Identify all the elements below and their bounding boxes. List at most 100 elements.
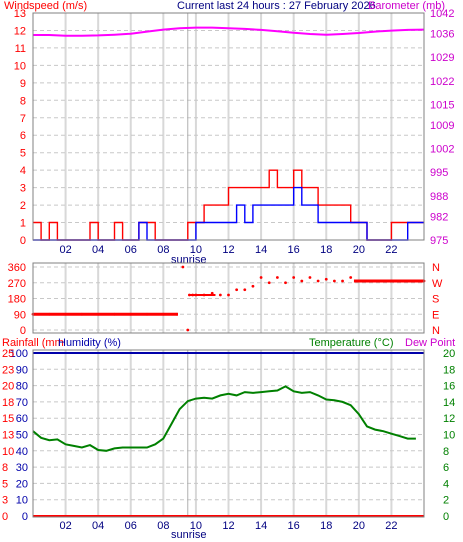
- windspeed-tick-label: 4: [20, 165, 26, 177]
- humidity-tick-label: 20: [16, 478, 28, 490]
- direction-point: [186, 328, 190, 332]
- direction-chart-frame: [32, 262, 425, 334]
- compass-tick-label: N: [432, 262, 440, 274]
- date-header: Current last 24 hours : 27 February 2026: [177, 0, 376, 12]
- windspeed-tick-label: 8: [20, 95, 26, 107]
- barometer-tick-label: 1042: [430, 8, 454, 20]
- direction-point: [267, 281, 271, 285]
- climate-x-tick-label: 04: [92, 520, 104, 532]
- rainfall-tick-label: 20: [2, 381, 14, 393]
- rainfall-tick-label: 0: [2, 511, 8, 523]
- wind-x-tick-label: 18: [320, 244, 332, 256]
- wind-x-tick-label: 02: [59, 244, 71, 256]
- barometer-tick-label: 1029: [430, 52, 454, 64]
- humidity-tick-label: 30: [16, 462, 28, 474]
- temperature-tick-label: 20: [443, 348, 455, 360]
- direction-point: [324, 277, 328, 281]
- humidity-tick-label: 40: [16, 446, 28, 458]
- barometer-tick-label: 1036: [430, 28, 454, 40]
- wind-chart-x-ticks: 02 04 06 08 10 12 14 16 18 20 22: [59, 244, 397, 256]
- climate-x-tick-label: 02: [59, 520, 71, 532]
- temperature-tick-label: 16: [443, 381, 455, 393]
- climate-chart-grid: [33, 350, 424, 517]
- climate-chart-frame: [32, 349, 425, 518]
- humidity-header: Humidity (%): [58, 337, 121, 349]
- barometer-tick-label: 1022: [430, 76, 454, 88]
- windspeed-tick-label: 6: [20, 130, 26, 142]
- direction-point: [341, 279, 344, 283]
- climate-x-tick-label: 16: [288, 520, 300, 532]
- climate-x-tick-label: 06: [125, 520, 137, 532]
- humidity-tick-label: 90: [16, 364, 28, 376]
- wind-x-tick-label: 06: [125, 244, 137, 256]
- gust-series-line: [33, 169, 424, 241]
- climate-x-tick-label: 12: [222, 520, 234, 532]
- barometer-tick-label: 1009: [430, 120, 454, 132]
- direction-point: [251, 284, 255, 288]
- compass-tick-label: W: [432, 278, 443, 290]
- compass-tick-label: E: [432, 309, 439, 321]
- climate-x-tick-label: 10: [190, 520, 202, 532]
- rainfall-tick-label: 18: [2, 397, 14, 409]
- direction-point: [243, 288, 247, 292]
- direction-point: [235, 288, 239, 292]
- wind-x-tick-label: 10: [190, 244, 202, 256]
- barometer-tick-label: 988: [430, 191, 448, 203]
- rainfall-tick-label: 13: [2, 430, 14, 442]
- temperature-tick-label: 6: [443, 462, 449, 474]
- windspeed-tick-label: 3: [20, 183, 26, 195]
- temperature-tick-label: 10: [443, 430, 455, 442]
- climate-chart-sunrise-label: sunrise: [171, 529, 206, 541]
- climate-chart-marks: [32, 352, 424, 517]
- wind-x-tick-label: 14: [255, 244, 267, 256]
- direction-point: [284, 281, 287, 285]
- windspeed-tick-label: 2: [20, 200, 26, 212]
- temperature-tick-label: 12: [443, 413, 455, 425]
- direction-tick-label: 0: [20, 325, 26, 337]
- barometer-tick-label: 982: [430, 211, 448, 223]
- compass-tick-label: N: [432, 325, 440, 337]
- direction-point: [218, 293, 222, 297]
- wind-x-tick-label: 20: [353, 244, 365, 256]
- windspeed-header: Windspeed (m/s): [4, 0, 87, 12]
- rainfall-header: Rainfall (mm: [2, 337, 64, 349]
- climate-x-tick-label: 08: [157, 520, 169, 532]
- wind-x-tick-label: 08: [157, 244, 169, 256]
- compass-tick-label: S: [432, 294, 439, 306]
- windspeed-tick-label: 10: [14, 60, 26, 72]
- direction-chart-marks: [31, 265, 426, 332]
- temperature-series-line: [32, 385, 416, 452]
- climate-x-tick-label: 14: [255, 520, 267, 532]
- windspeed-tick-label: 5: [20, 148, 26, 160]
- rainfall-tick-label: 10: [2, 446, 14, 458]
- barometer-header: Barometer (mb): [368, 0, 445, 12]
- windspeed-tick-label: 7: [20, 113, 26, 125]
- wind-x-tick-label: 12: [222, 244, 234, 256]
- temperature-header: Temperature (°C): [309, 337, 393, 349]
- rainfall-tick-label: 8: [2, 462, 8, 474]
- barometer-tick-label: 1015: [430, 99, 454, 111]
- temperature-tick-label: 14: [443, 397, 455, 409]
- wind-chart-axes: 0123456789101112139759829889951002100910…: [14, 8, 455, 247]
- humidity-tick-label: 80: [16, 381, 28, 393]
- humidity-tick-label: 10: [16, 495, 28, 507]
- humidity-tick-label: 100: [10, 348, 28, 360]
- temperature-tick-label: 8: [443, 446, 449, 458]
- humidity-tick-label: 50: [16, 430, 28, 442]
- direction-tick-label: 90: [14, 309, 26, 321]
- climate-chart-axes: 0010320530840105013601570188020902310025…: [2, 348, 455, 523]
- windspeed-tick-label: 13: [14, 8, 26, 20]
- temperature-tick-label: 0: [443, 511, 449, 523]
- wind-chart-grid: [33, 12, 424, 241]
- rainfall-tick-label: 3: [2, 495, 8, 507]
- temperature-tick-label: 4: [443, 478, 449, 490]
- humidity-tick-label: 60: [16, 413, 28, 425]
- direction-point: [292, 276, 296, 279]
- climate-x-tick-label: 22: [385, 520, 397, 532]
- humidity-tick-label: 70: [16, 397, 28, 409]
- windspeed-tick-label: 9: [20, 78, 26, 90]
- direction-point: [210, 291, 214, 295]
